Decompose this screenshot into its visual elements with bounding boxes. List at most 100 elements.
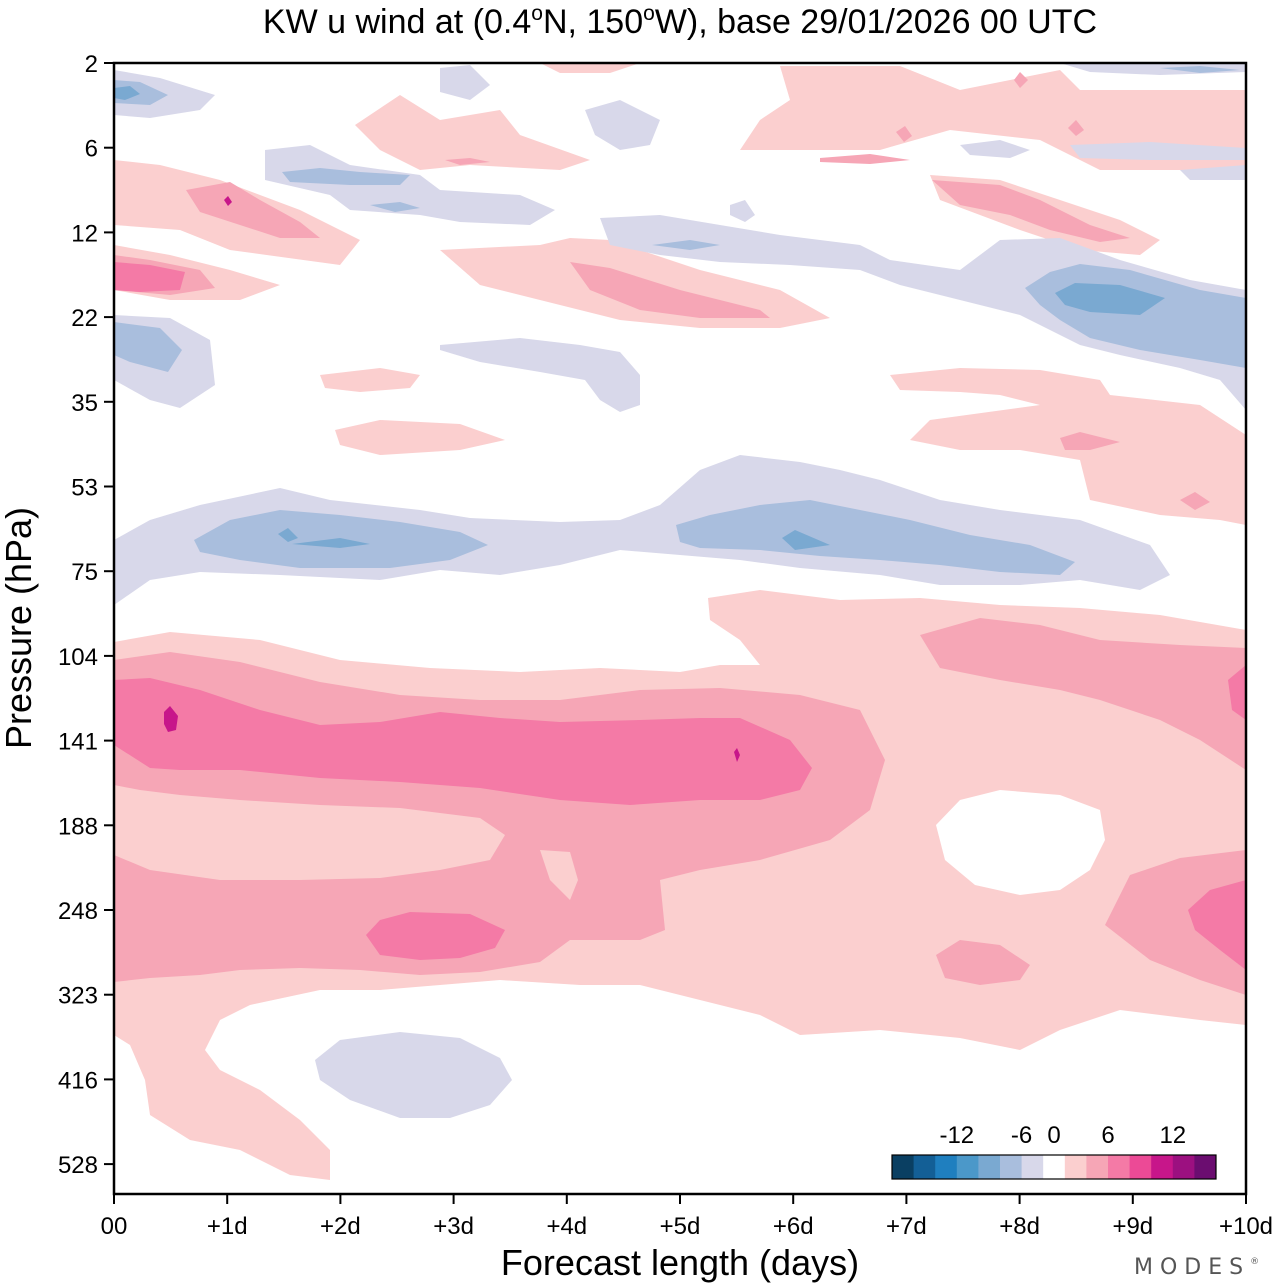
contour-neg-right-small-2 <box>1070 142 1246 160</box>
x-tick-label: 00 <box>101 1213 128 1240</box>
y-tick-label: 6 <box>85 136 98 163</box>
y-tick-label: 12 <box>71 220 98 247</box>
contour-level-neg-6-8 <box>114 86 1165 550</box>
x-tick-label: +2d <box>320 1213 361 1240</box>
contour-pos6-jet <box>114 678 812 805</box>
colorbar-swatch <box>956 1155 979 1179</box>
contour-pos-upper-mid <box>355 95 590 170</box>
contour-level-6-8 <box>114 262 1246 970</box>
contour-pos6-right-jet <box>1228 665 1246 720</box>
contour-speck-e <box>445 158 490 165</box>
contour-neg4-upper-2 <box>370 202 420 212</box>
x-tick-label: +10d <box>1219 1213 1273 1240</box>
contour-neg-right-small-3 <box>1180 165 1246 180</box>
y-tick-label: 22 <box>71 305 98 332</box>
contour-neg6-small-1 <box>278 528 298 542</box>
colorbar-swatch <box>1108 1155 1131 1179</box>
contour-neg-upper <box>265 145 555 225</box>
contour-neg4-upper-3 <box>652 240 720 250</box>
contour-neg4-left-mid <box>114 322 182 372</box>
colorbar-tick-label: 6 <box>1101 1122 1114 1149</box>
colorbar-swatch <box>913 1155 936 1179</box>
colorbar-swatch <box>1043 1155 1066 1179</box>
contour-neg-upper-mid <box>600 215 1246 410</box>
colorbar-tick-label: -6 <box>1011 1122 1032 1149</box>
contour-neg-small-4 <box>730 200 755 222</box>
contour-speck-c <box>896 126 912 142</box>
contour-pos4-lower-small <box>540 850 578 900</box>
colorbar-swatch <box>978 1155 1001 1179</box>
y-tick-label: 528 <box>58 1152 98 1179</box>
x-axis-label: Forecast length (days) <box>501 1242 859 1283</box>
y-tick-label: 323 <box>58 983 98 1010</box>
contour-neg-center-mid <box>440 338 640 412</box>
contour-pos-top-band <box>540 63 640 73</box>
contour-pos6-lower <box>366 912 505 960</box>
contour-speck-b <box>1068 120 1084 136</box>
colorbar-swatch <box>1151 1155 1174 1179</box>
contour-pos4-upper-center <box>570 262 770 318</box>
y-tick-label: 53 <box>71 475 98 502</box>
y-axis: 2 6 12 22 35 53 75 104 141 188 248 323 416 528 <box>58 51 114 1179</box>
x-tick-label: +9d <box>1112 1213 1153 1240</box>
contour-neg-lower <box>315 1032 512 1118</box>
contour-pos4-small-2 <box>1180 492 1210 510</box>
colorbar-tick-label: -12 <box>939 1122 974 1149</box>
contour-neg6-small-4 <box>114 86 140 100</box>
y-tick-label: 35 <box>71 390 98 417</box>
contour-neg4-top-right-speck <box>1160 66 1240 73</box>
x-axis: 00 +1d +2d +3d +4d +5d +6d +7d +8d +9d +10d <box>101 1194 1273 1240</box>
y-tick-label: 141 <box>58 729 98 756</box>
colorbar: -12 -6 0 6 12 <box>891 1122 1217 1180</box>
contour-speck-d <box>820 154 910 164</box>
colorbar-frame <box>891 1154 1217 1180</box>
y-tick-label: 188 <box>58 813 98 840</box>
contour-neg6-right <box>1055 283 1165 315</box>
y-tick-label: 248 <box>58 898 98 925</box>
y-tick-label: 75 <box>71 559 98 586</box>
contour-level-8-10 <box>164 196 740 762</box>
x-tick-label: +1d <box>207 1213 248 1240</box>
colorbar-swatch <box>1021 1155 1044 1179</box>
colorbar-swatch <box>1086 1155 1109 1179</box>
colorbar-tick-label: 12 <box>1159 1122 1186 1149</box>
colorbar-swatch <box>935 1155 958 1179</box>
colorbar-swatch <box>1172 1155 1195 1179</box>
contour-pos4-small-lower <box>936 940 1030 985</box>
contour-pos-mid-small-1 <box>320 368 420 392</box>
colorbar-swatch <box>892 1155 915 1179</box>
contour-neg6-small-3 <box>782 530 830 550</box>
x-tick-label: +7d <box>886 1213 927 1240</box>
y-tick-label: 104 <box>58 644 98 671</box>
contour-pos4-upper-left <box>186 182 320 238</box>
contour-pos-mid-small-2 <box>335 420 505 455</box>
y-tick-label: 416 <box>58 1067 98 1094</box>
colorbar-swatch <box>1000 1155 1023 1179</box>
y-axis-label: Pressure (hPa) <box>0 507 39 749</box>
contour-pos4-small-1 <box>1060 432 1120 450</box>
y-tick-label: 2 <box>85 51 98 78</box>
contour-pos6-right-lower <box>1188 880 1246 970</box>
contour-neg6-small-2 <box>292 538 370 548</box>
contour-pos8-speck-2 <box>164 706 178 732</box>
x-tick-label: +8d <box>999 1213 1040 1240</box>
contour-upper-specks <box>445 72 1084 165</box>
contour-pos4-right-upper <box>932 180 1130 242</box>
colorbar-swatch <box>1064 1155 1087 1179</box>
contour-neg-top-center-2 <box>585 100 660 150</box>
modes-logo: MODES® <box>1134 1255 1259 1280</box>
chart-title: KW u wind at (0.4oN, 150oW), base 29/01/… <box>263 2 1097 41</box>
contour-neg-right-small <box>960 140 1030 158</box>
x-tick-label: +3d <box>433 1213 474 1240</box>
colorbar-tick-label: 0 <box>1047 1122 1060 1149</box>
contour-speck-a <box>1014 72 1028 88</box>
contour-fields <box>114 63 1246 1180</box>
colorbar-swatch <box>1129 1155 1152 1179</box>
contour-neg4-band-2 <box>676 500 1075 575</box>
x-tick-label: +5d <box>660 1213 701 1240</box>
contour-pos6-upper-left <box>114 262 185 292</box>
contour-pos8-speck-1 <box>224 196 232 206</box>
x-tick-label: +6d <box>773 1213 814 1240</box>
contour-neg4-upper <box>282 168 410 185</box>
